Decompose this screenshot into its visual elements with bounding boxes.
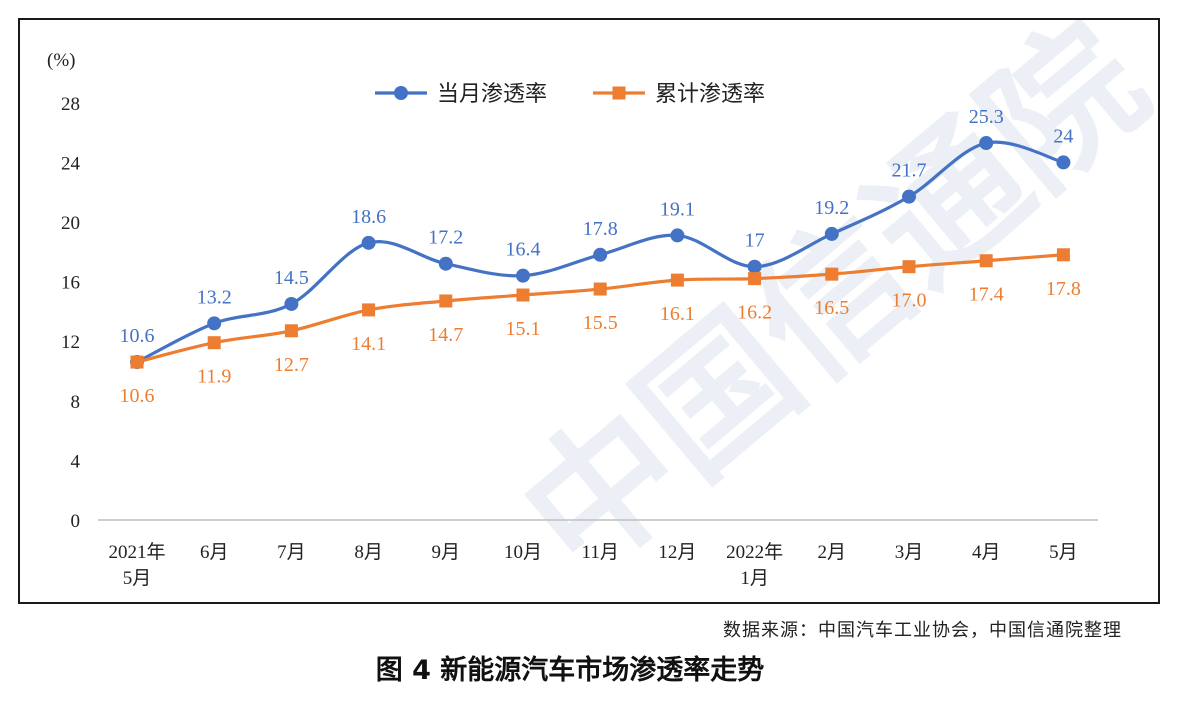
data-point-monthly: [207, 316, 222, 331]
x-tick-label: 6月: [200, 542, 229, 563]
x-tick-label: 11月: [582, 542, 619, 563]
data-source-note: 数据来源：中国汽车工业协会，中国信通院整理: [723, 620, 1122, 641]
data-point-cumulative: [825, 267, 839, 281]
data-label-monthly: 13.2: [197, 286, 232, 308]
data-point-cumulative: [1056, 248, 1070, 262]
data-label-monthly: 14.5: [274, 267, 309, 289]
data-point-cumulative: [362, 303, 376, 317]
data-point-monthly: [516, 268, 530, 283]
data-label-monthly: 21.7: [892, 160, 927, 182]
data-point-monthly: [438, 256, 453, 271]
y-tick-label: 28: [61, 94, 80, 115]
x-tick-label: 5月: [123, 568, 152, 589]
data-point-cumulative: [593, 282, 607, 296]
data-label-monthly: 17: [745, 230, 765, 252]
data-point-cumulative: [130, 355, 144, 369]
x-tick-label: 10月: [504, 542, 542, 563]
data-label-monthly: 19.2: [814, 197, 849, 219]
figure-caption: 图 4 新能源汽车市场渗透率走势: [375, 655, 765, 686]
data-point-cumulative: [516, 288, 530, 302]
data-label-cumulative: 17.8: [1046, 278, 1081, 300]
y-tick-label: 8: [71, 392, 81, 413]
legend-label: 累计渗透率: [655, 82, 765, 107]
data-label-monthly: 16.4: [506, 239, 541, 261]
y-tick-label: 4: [71, 451, 81, 472]
y-axis-unit-label: (%): [47, 50, 75, 71]
data-point-cumulative: [439, 294, 453, 308]
x-tick-label: 8月: [354, 542, 383, 563]
data-point-monthly: [1056, 155, 1071, 170]
legend-marker: [394, 86, 408, 100]
data-label-monthly: 17.8: [583, 218, 618, 240]
data-label-monthly: 18.6: [351, 206, 386, 228]
x-tick-label: 12月: [658, 542, 696, 563]
x-tick-label: 7月: [277, 542, 306, 563]
data-point-monthly: [284, 296, 299, 311]
legend-label: 当月渗透率: [437, 82, 547, 107]
y-tick-label: 20: [61, 213, 80, 234]
data-point-cumulative: [979, 254, 993, 268]
data-label-cumulative: 16.2: [737, 302, 772, 324]
y-tick-label: 16: [61, 273, 80, 294]
data-point-cumulative: [670, 273, 684, 287]
data-label-cumulative: 17.4: [969, 284, 1004, 306]
data-point-cumulative: [748, 272, 762, 286]
x-tick-label: 2月: [818, 542, 847, 563]
x-tick-label: 2021年: [108, 541, 165, 563]
data-label-cumulative: 10.6: [120, 385, 155, 407]
data-label-cumulative: 12.7: [274, 354, 309, 376]
data-point-monthly: [593, 247, 608, 262]
data-label-cumulative: 15.5: [583, 312, 618, 334]
data-point-cumulative: [902, 260, 916, 274]
data-label-cumulative: 11.9: [197, 366, 231, 388]
data-label-cumulative: 14.1: [351, 333, 386, 355]
x-tick-label: 5月: [1049, 542, 1078, 563]
legend-marker: [612, 86, 626, 100]
data-label-cumulative: 16.5: [814, 297, 849, 319]
data-point-cumulative: [284, 324, 298, 338]
data-label-cumulative: 16.1: [660, 303, 695, 325]
data-label-cumulative: 14.7: [428, 324, 463, 346]
chart-frame: 中国信通院 (%) 0 4 8 12 16 20 24 28 2021年 5月 6月 7月 8月 9月 10月…: [18, 18, 1160, 604]
data-point-monthly: [902, 189, 916, 204]
data-point-monthly: [361, 235, 376, 250]
x-tick-label: 9月: [432, 542, 461, 563]
x-tick-label: 3月: [895, 542, 924, 563]
y-tick-label: 24: [61, 153, 81, 174]
data-label-cumulative: 15.1: [506, 318, 541, 340]
data-label-cumulative: 17.0: [892, 290, 927, 312]
data-point-monthly: [979, 136, 994, 151]
x-tick-label: 2022年: [726, 541, 783, 563]
data-point-monthly: [670, 228, 685, 243]
data-point-monthly: [747, 259, 762, 274]
y-tick-label: 0: [71, 511, 81, 532]
y-tick-label: 12: [61, 332, 80, 353]
data-label-monthly: 10.6: [120, 325, 155, 347]
data-label-monthly: 25.3: [969, 106, 1004, 128]
data-label-monthly: 24: [1053, 125, 1073, 147]
data-label-monthly: 19.1: [660, 198, 695, 220]
x-tick-label: 1月: [740, 568, 769, 589]
data-point-cumulative: [207, 336, 221, 350]
data-point-monthly: [824, 226, 839, 241]
data-label-monthly: 17.2: [428, 227, 463, 249]
x-tick-label: 4月: [972, 542, 1001, 563]
